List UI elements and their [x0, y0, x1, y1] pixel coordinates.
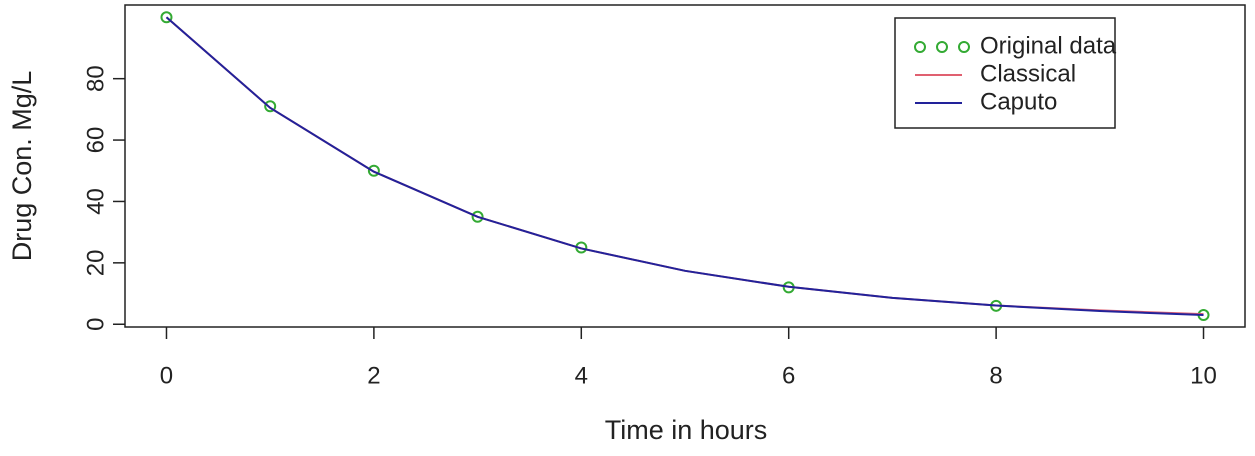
y-axis-label: Drug Con. Mg/L [7, 71, 37, 262]
legend-marker [936, 41, 948, 53]
x-tick-label: 6 [782, 362, 795, 389]
data-point [264, 100, 277, 113]
legend-label: Caputo [980, 88, 1057, 115]
y-tick-label: 40 [82, 188, 109, 215]
data-point [367, 164, 380, 177]
y-tick-label: 0 [82, 318, 109, 331]
legend-marker [914, 41, 926, 53]
data-point [160, 11, 173, 24]
x-tick-label: 10 [1190, 362, 1217, 389]
x-tick-label: 2 [367, 362, 380, 389]
y-tick-label: 60 [82, 127, 109, 154]
legend-label: Original data [980, 32, 1117, 59]
x-axis-label: Time in hours [605, 415, 768, 445]
series-line [165, 16, 1204, 317]
legend-box [894, 17, 1116, 129]
y-tick-label: 20 [82, 249, 109, 276]
x-tick-label: 0 [160, 362, 173, 389]
y-tick-label: 80 [82, 65, 109, 92]
data-point [471, 210, 484, 223]
plot-frame [124, 4, 1246, 328]
legend-marker [958, 41, 970, 53]
x-tick-label: 4 [575, 362, 588, 389]
legend-label: Classical [980, 60, 1076, 87]
x-tick-label: 8 [989, 362, 1002, 389]
